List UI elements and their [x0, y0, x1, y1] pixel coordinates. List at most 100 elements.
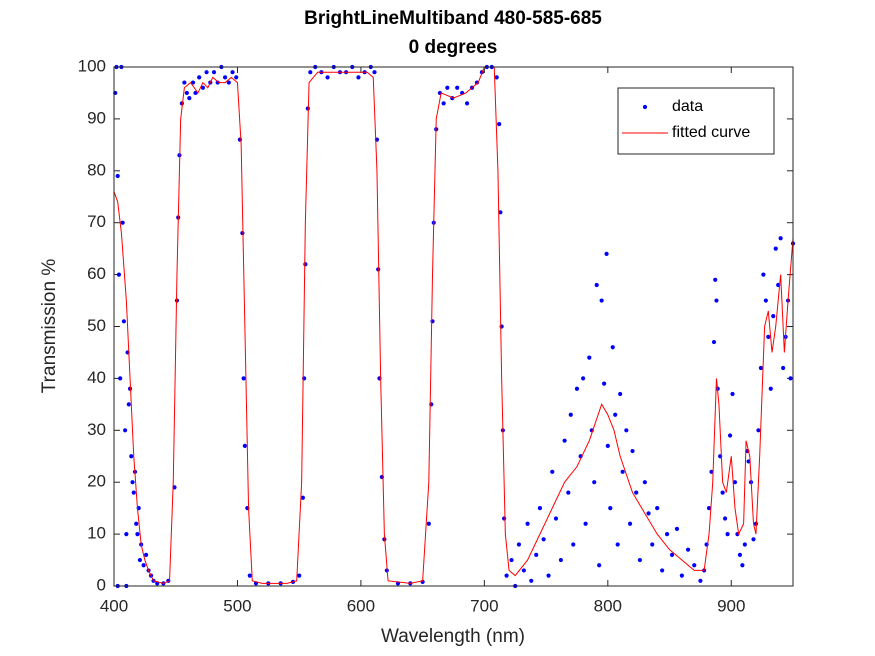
data-point [610, 345, 615, 350]
data-point [756, 428, 761, 433]
data-point [620, 469, 625, 474]
data-point [594, 282, 599, 288]
data-point [241, 376, 246, 381]
data-point [604, 251, 609, 256]
data-point [121, 319, 126, 324]
data-point [182, 80, 187, 85]
data-point [204, 70, 209, 75]
data-point [773, 246, 778, 251]
data-point [727, 433, 733, 438]
data-point [521, 568, 526, 573]
data-point [592, 480, 597, 485]
y-axis-label: Transmission % [39, 259, 60, 394]
y-tick-label: 50 [87, 316, 106, 335]
data-point [464, 101, 470, 106]
data-point [758, 365, 764, 371]
data-point [646, 511, 651, 516]
data-point [541, 537, 546, 542]
data-point [558, 557, 564, 563]
data-point [583, 521, 588, 526]
data-point [242, 443, 247, 448]
data-point [608, 506, 613, 511]
data-point [441, 101, 446, 106]
data-point [732, 480, 738, 485]
x-tick-label: 400 [100, 596, 128, 615]
data-point [618, 391, 623, 397]
data-point [525, 521, 530, 526]
data-point [669, 552, 675, 557]
data-point [498, 210, 503, 215]
data-point [211, 70, 217, 75]
data-point [742, 542, 747, 547]
data-point [504, 573, 509, 578]
data-point [751, 537, 756, 542]
data-point [550, 469, 555, 474]
data-point [674, 526, 680, 532]
data-point [713, 277, 718, 282]
data-point [215, 80, 220, 85]
data-point [126, 402, 131, 407]
data-point [725, 532, 730, 537]
data-point [709, 469, 714, 474]
x-axis-label: Wavelength (nm) [381, 626, 525, 647]
data-point [771, 314, 776, 319]
data-point [692, 563, 697, 568]
data-point [720, 490, 725, 495]
x-tick-label: 500 [223, 596, 251, 615]
data-point [226, 80, 231, 85]
data-point [730, 391, 735, 397]
data-point [788, 376, 793, 381]
data-point [634, 490, 639, 495]
data-point [474, 80, 480, 85]
data-point [494, 75, 499, 80]
data-point [655, 506, 660, 511]
x-tick-label: 900 [717, 596, 745, 615]
data-point [129, 454, 134, 459]
data-point [624, 428, 629, 433]
data-point [234, 75, 239, 80]
data-point [781, 365, 786, 371]
data-point [630, 448, 635, 454]
y-tick-label: 20 [87, 472, 106, 491]
data-point [509, 557, 514, 563]
data-point [116, 272, 122, 277]
data-point [568, 412, 573, 417]
y-tick-label: 70 [87, 212, 106, 231]
data-point [768, 386, 773, 391]
data-point [599, 298, 604, 303]
data-point [200, 85, 205, 90]
data-point [131, 490, 136, 495]
data-point [562, 438, 567, 443]
x-tick-label: 700 [470, 596, 498, 615]
data-point [529, 578, 534, 583]
data-point [247, 573, 252, 578]
data-point [546, 573, 551, 578]
data-point [499, 324, 504, 329]
data-point [135, 532, 140, 537]
y-tick-label: 60 [87, 264, 106, 283]
data-point [679, 573, 684, 578]
data-point [118, 376, 123, 381]
data-point [714, 298, 719, 303]
y-tick-label: 90 [87, 108, 106, 127]
x-tick-label: 800 [594, 596, 622, 615]
data-point [685, 547, 691, 552]
data-point [230, 70, 235, 75]
data-point [502, 516, 507, 521]
legend-marker [642, 104, 648, 110]
data-point [190, 80, 196, 85]
data-point [737, 552, 743, 557]
y-tick-label: 80 [87, 160, 106, 179]
data-point [723, 516, 728, 521]
data-point [698, 578, 703, 583]
data-point [130, 480, 135, 485]
data-point [497, 121, 502, 127]
data-point [534, 552, 539, 557]
data-point [650, 542, 655, 547]
data-point [240, 230, 245, 236]
data-point [642, 480, 647, 485]
plot-frame [113, 66, 794, 587]
data-point [356, 75, 361, 80]
data-point [615, 542, 620, 547]
